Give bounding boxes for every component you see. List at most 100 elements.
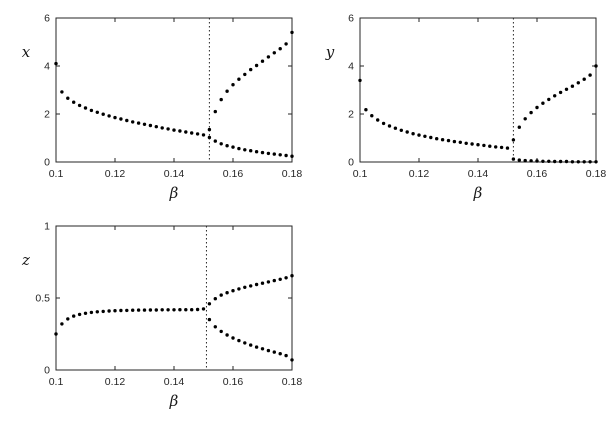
data-point [83,106,88,110]
data-point [266,151,271,156]
data-point [278,47,282,51]
data-point [576,160,580,164]
data-point [290,274,294,278]
data-point [66,96,70,100]
data-point [249,149,253,153]
data-point [66,317,70,321]
data-point [399,128,403,132]
data-point [290,154,294,158]
data-point [225,291,229,295]
data-point [594,64,598,68]
data-point [219,142,223,146]
x-tick-label: 0.1 [353,168,368,180]
data-point [219,97,223,102]
data-point [260,281,265,285]
data-point [77,103,82,108]
data-point [254,282,259,287]
data-point [411,132,415,136]
y-tick-label: 6 [44,13,50,25]
data-point [278,153,282,157]
data-point [541,159,545,163]
data-point [278,352,282,356]
data-point [423,134,427,138]
subplot-y-vs-beta: 0.1 0.12 0.14 0.16 0.18 0 2 4 6 y β [310,4,607,217]
series-upper-branch [207,274,294,306]
data-point [266,348,271,353]
data-point [511,138,516,142]
data-point [576,81,580,85]
data-points [54,30,294,158]
y-axis-label: y [325,43,335,61]
x-tick-label: 0.14 [468,168,489,180]
y-tick-label: 4 [348,61,354,73]
data-point [142,308,147,312]
data-point [119,117,123,121]
data-point [60,322,64,326]
x-axis-label: β [473,184,483,202]
y-tick-label: 2 [348,109,354,121]
data-point [517,158,521,162]
data-point [260,150,265,155]
series-upper-branch [511,64,598,142]
y-tick-label: 1 [44,221,50,233]
axes-box [55,17,293,163]
data-point [272,51,276,55]
x-tick-label: 0.16 [223,376,244,388]
data-point [225,333,229,337]
data-point [107,114,111,118]
x-tick-label: 0.1 [49,376,64,388]
data-point [219,293,223,297]
data-point [499,145,504,150]
x-tick-label: 0.1 [49,168,64,180]
data-point [60,90,64,94]
data-point [243,285,247,289]
data-point [231,289,235,293]
x-tick-label: 0.18 [282,168,302,180]
plot-x-vs-beta: 0.1 0.12 0.14 0.16 0.18 0 2 4 6 x β [22,13,303,203]
data-point [142,122,147,127]
data-point [511,157,516,161]
data-point [178,129,182,133]
data-point [494,145,498,149]
data-point [588,73,592,77]
data-point [529,159,533,163]
series-stable-branch [358,78,510,150]
data-point [260,59,265,63]
data-point [213,325,217,329]
axes-box [359,17,597,163]
data-point [136,308,141,312]
data-point [249,343,253,347]
data-point [237,338,241,343]
y-tick-label: 4 [44,61,50,73]
y-tick-label: 2 [44,109,50,121]
data-point [254,63,259,68]
y-tick-label: 0 [44,157,50,169]
data-point [136,121,141,125]
data-point [131,120,135,124]
data-point [160,126,164,130]
data-point [101,112,105,116]
data-point [219,329,223,334]
subplot-z-vs-beta: 0.1 0.12 0.14 0.16 0.18 0 0.5 1 z β [6,212,302,423]
data-point [594,160,598,164]
data-point [582,160,586,164]
x-tick-label: 0.18 [586,168,606,180]
data-point [195,307,200,312]
data-point [231,336,235,340]
data-point [358,78,362,83]
data-point [213,297,217,301]
data-point [172,128,176,132]
data-point [564,159,569,164]
data-point [523,158,527,163]
data-point [131,308,135,312]
data-point [535,159,539,163]
data-point [54,61,58,66]
data-point [89,108,94,113]
series-lower-branch [207,317,294,362]
x-tick-label: 0.12 [105,168,126,180]
data-point [243,341,247,345]
plot-z-vs-beta: 0.1 0.12 0.14 0.16 0.18 0 0.5 1 z β [21,221,302,411]
data-point [488,144,492,148]
data-point [95,110,100,115]
data-point [207,302,212,306]
